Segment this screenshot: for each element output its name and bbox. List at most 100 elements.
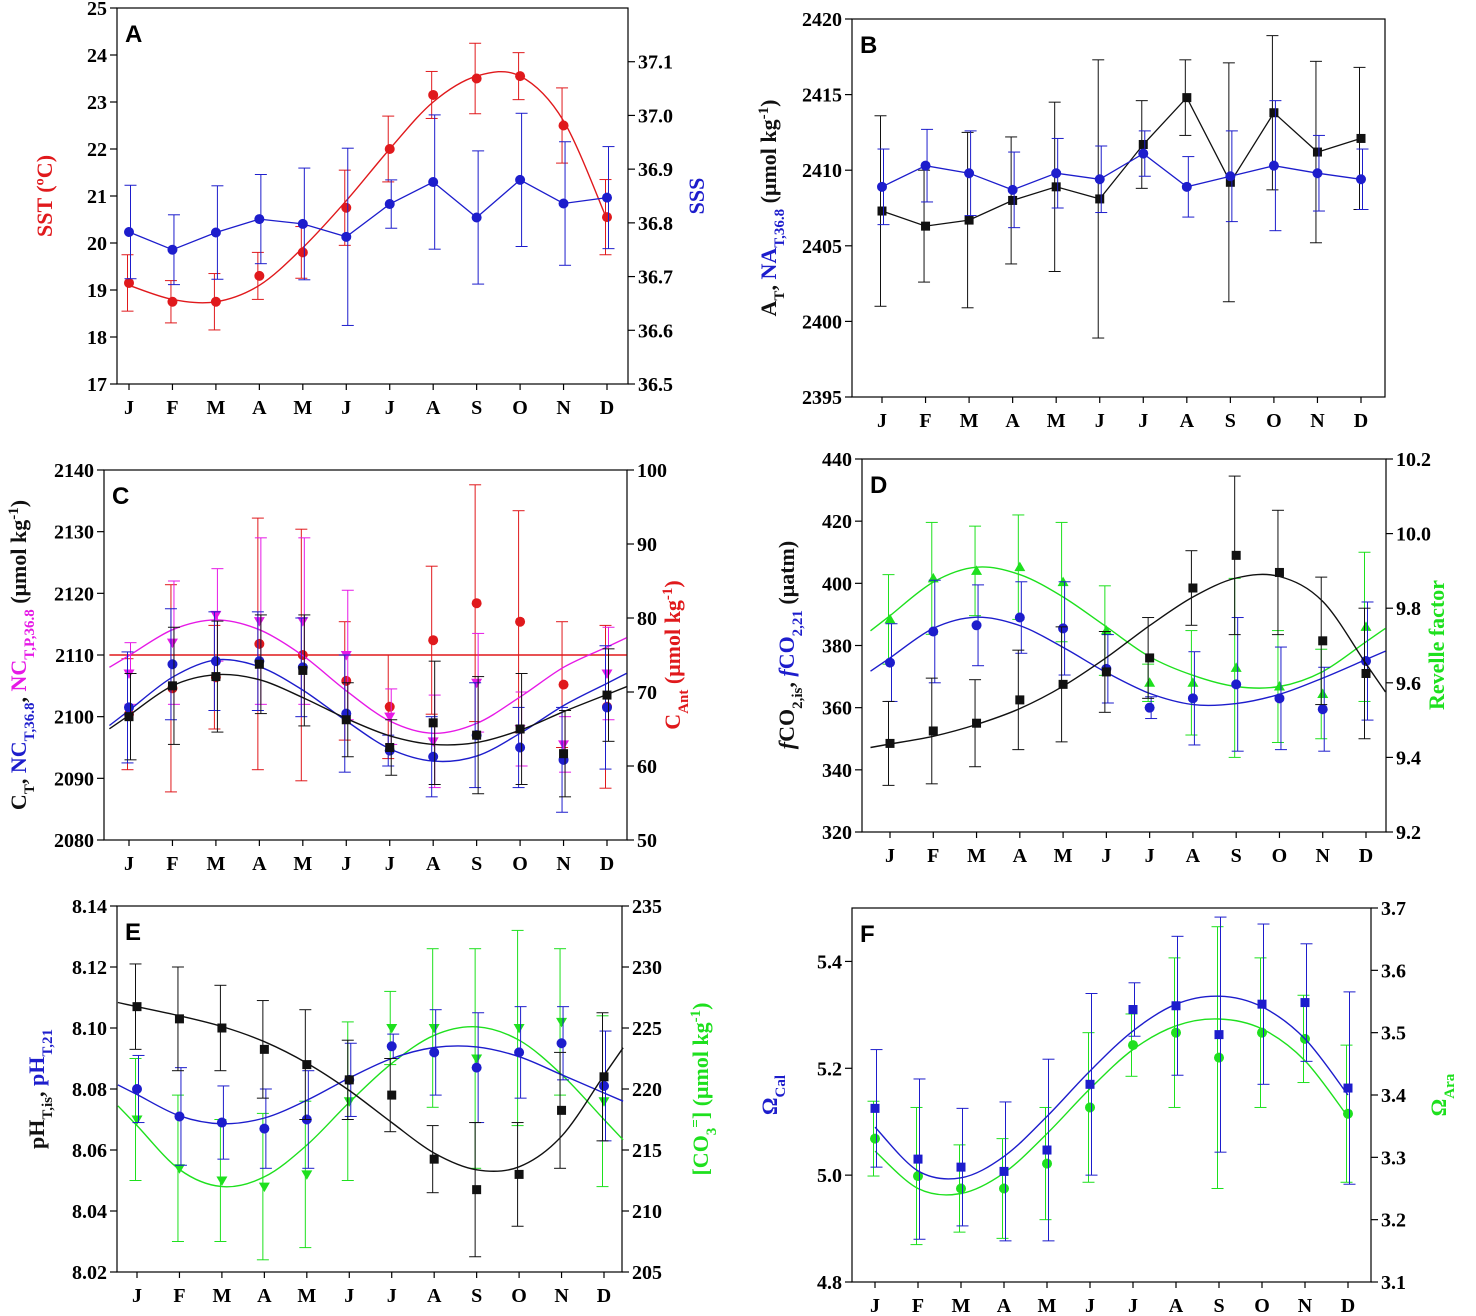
data-point: 2096: [427, 737, 439, 747]
y-tick-label-right: 3.6: [1381, 960, 1406, 982]
x-tick-label: A: [1169, 1295, 1184, 1316]
y-tick-label-right: 9.4: [1396, 747, 1421, 769]
data-point: 2097: [472, 730, 482, 740]
y-tick-label-left: 8.08: [72, 1079, 107, 1101]
x-tick-label: N: [1298, 1295, 1313, 1316]
data-point: 367.5: [1231, 679, 1242, 690]
x-tick-label: F: [173, 1285, 185, 1307]
x-tick-label: A: [427, 1285, 442, 1307]
data-point: 2107: [123, 669, 135, 679]
y-tick-label-left: 4.8: [817, 1272, 842, 1294]
panel-E: E 8.02 8.04 8.06 8.08 8.10 8.12 8.14 205 210 215 22…: [72, 896, 662, 1307]
y-tick-label-right: 10.2: [1396, 449, 1431, 471]
data-point: 8.08: [132, 1084, 142, 1094]
fit-curve: [870, 616, 1386, 707]
data-point: 8.047: [472, 1185, 482, 1195]
data-point: 8.107: [132, 1002, 142, 1012]
data-point: 36.798: [297, 218, 308, 229]
data-point: 212: [258, 1182, 270, 1193]
data-point: 2409.8: [1051, 168, 1062, 179]
data-point: 219: [598, 1097, 610, 1107]
y-tick-label-left: 320: [822, 822, 852, 844]
data-point: 348.5: [885, 738, 895, 748]
series-Revelle factor: 9.779.889.99.919.879.749.69.69.649.599.5…: [870, 514, 1386, 758]
x-tick-label: F: [166, 853, 178, 875]
data-point: 219: [343, 1097, 355, 1107]
data-point: 3.5: [1171, 1027, 1181, 1038]
y-tick-label-left: 2400: [802, 311, 842, 333]
panel-letter: E: [125, 919, 141, 946]
data-point: 2116.5: [210, 610, 222, 621]
x-tick-label: N: [556, 397, 571, 419]
y-tick-label-left: 2100: [54, 707, 94, 729]
data-point: 371: [1361, 668, 1371, 678]
data-point: 385.5: [1058, 623, 1069, 634]
x-tick-label: M: [206, 397, 225, 419]
data-point: 3.48: [1128, 1040, 1138, 1051]
data-point: 8.084: [599, 1072, 609, 1082]
y-axis-label-left: ΩCal: [757, 1075, 789, 1115]
x-tick-label: M: [1047, 410, 1066, 432]
data-point: 2103.5: [602, 690, 612, 700]
x-tick-label: M: [206, 853, 225, 875]
y-tick-label-left: 24: [87, 45, 107, 67]
y-axis-label-right: ΩAra: [1426, 1073, 1458, 1116]
y-tick-label-right: 205: [632, 1262, 662, 1284]
x-tick-label: J: [385, 397, 395, 419]
data-point: 8.087: [471, 1062, 482, 1073]
data-point: 222.5: [471, 1054, 483, 1064]
y-tick-label-right: 215: [632, 1140, 662, 1162]
data-point: 2098: [515, 724, 525, 734]
data-point: 36.774: [341, 231, 352, 242]
y-tick-label-right: 36.5: [638, 374, 673, 396]
x-tick-label: S: [471, 1285, 482, 1307]
y-tick-label-left: 8.02: [72, 1262, 107, 1284]
data-point: 36.847: [602, 192, 612, 203]
x-tick-label: N: [1316, 845, 1331, 867]
data-point: 8.103: [174, 1014, 184, 1024]
y-tick-label-right: 3.2: [1381, 1210, 1406, 1232]
data-point: 403.5: [1274, 567, 1284, 577]
data-point: 389: [1014, 612, 1025, 623]
data-point: 2409.4: [1094, 174, 1105, 185]
data-point: 2410.3: [920, 160, 931, 171]
data-point: 5.263: [1214, 1030, 1224, 1040]
y-tick-label-right: 36.8: [638, 213, 673, 235]
x-tick-label: M: [967, 845, 986, 867]
x-tick-label: F: [912, 1295, 924, 1316]
data-point: 8.094: [386, 1041, 397, 1052]
data-point: 3.46: [1214, 1052, 1224, 1063]
data-point: 375: [1361, 656, 1371, 667]
series-SST: 19.15 18.75 18.75 19.3 19.8 20.75 22 23.15 23.5 2…: [121, 42, 612, 331]
data-point: 2100: [384, 712, 396, 723]
fit-curve: [870, 566, 1386, 689]
data-point: 2413.8: [1269, 108, 1279, 118]
fit-curve: [108, 658, 627, 763]
y-tick-label-right: 37.0: [638, 105, 673, 127]
y-axis-label-right: CAnt (μmol kg-1): [660, 580, 692, 729]
x-tick-label: A: [257, 1285, 272, 1307]
y-tick-label-right: 90: [637, 534, 657, 556]
data-point: 76.5: [254, 638, 265, 649]
data-point: 36.783: [124, 226, 134, 237]
data-point: 213: [301, 1170, 313, 1180]
y-tick-label-left: 380: [822, 636, 852, 658]
data-point: 2409.6: [1225, 171, 1236, 182]
panel-F: F 4.8 5.0 5.2 5.4 3.1 3.2 3.3 3.4 3.5 3.6 3.7 J F M A M J…: [817, 898, 1406, 1316]
x-tick-label: J: [124, 397, 134, 419]
fit-curve: [109, 619, 627, 735]
data-point: 2108.5: [167, 659, 178, 670]
data-point: 362.5: [1015, 695, 1025, 705]
data-point: 9.59: [1273, 681, 1285, 691]
y-tick-label-left: 8.04: [72, 1201, 107, 1223]
y-tick-label-right: 100: [637, 460, 667, 482]
x-tick-label: J: [877, 410, 887, 432]
panel-A: A 17 18 19 20 21 22 23 24 25 36.5 36.6 36.7 36.8 36.9 3…: [87, 0, 673, 419]
x-tick-label: A: [1180, 410, 1195, 432]
y-tick-label-left: 360: [822, 698, 852, 720]
data-point: 2408.9: [1051, 182, 1061, 192]
data-point: 5.007: [999, 1166, 1009, 1176]
data-point: 20.55: [602, 212, 612, 223]
x-tick-label: J: [870, 1295, 880, 1316]
